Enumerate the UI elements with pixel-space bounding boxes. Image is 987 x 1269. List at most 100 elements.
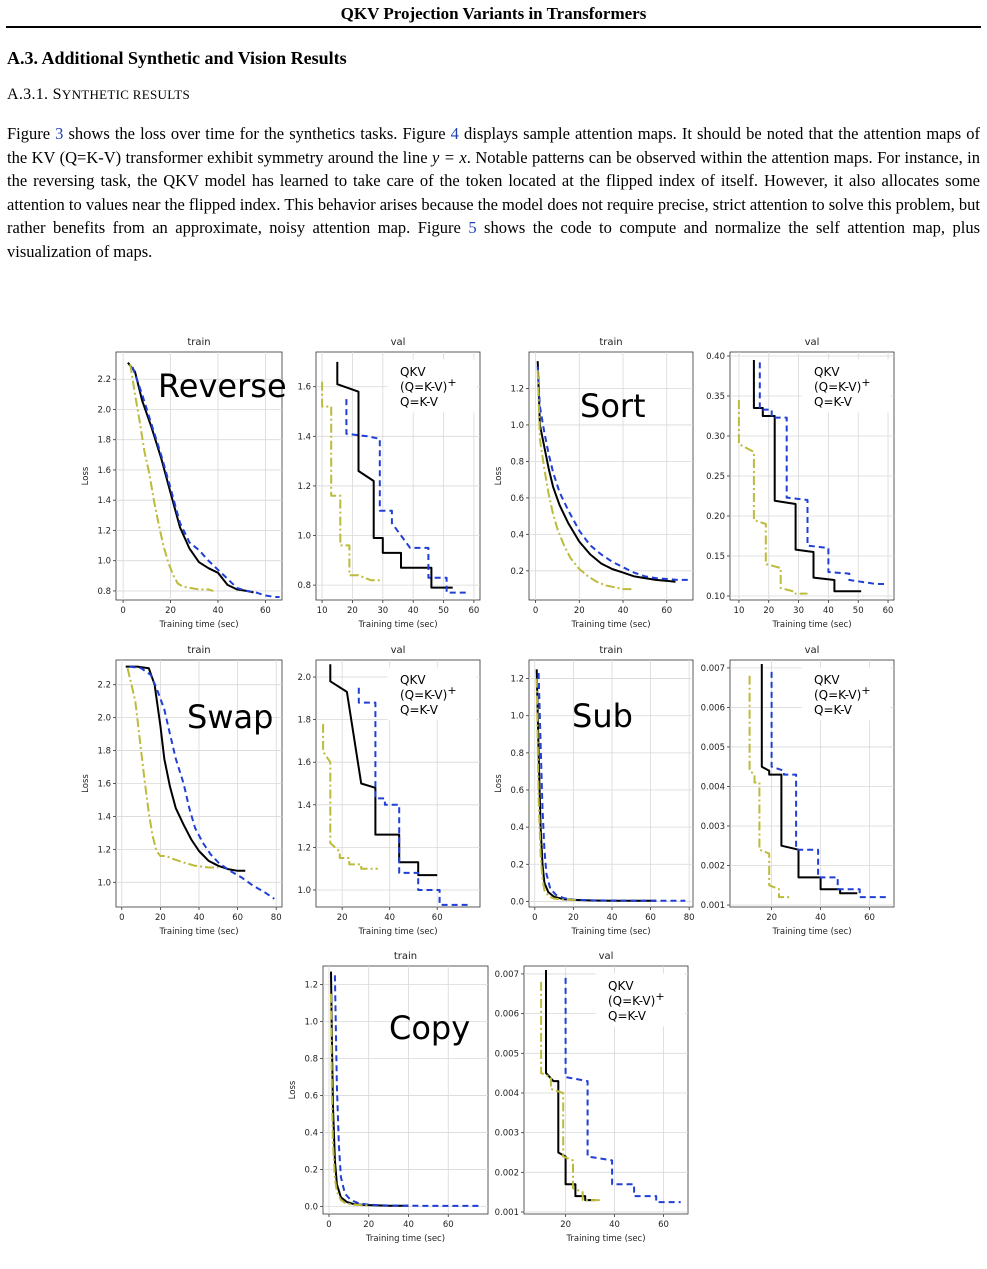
series-line-dashdot bbox=[536, 370, 632, 591]
y-tick-label: 1.2 bbox=[97, 845, 111, 855]
series-line-dashed bbox=[345, 399, 468, 594]
y-tick-label: 0.006 bbox=[495, 1010, 519, 1020]
paragraph-text: Figure bbox=[7, 124, 56, 143]
y-tick-label: 1.8 bbox=[97, 436, 111, 446]
y-tick-label: 0.0 bbox=[304, 1203, 318, 1213]
series-line-dashdot bbox=[540, 981, 603, 1202]
x-tick-label: 40 bbox=[815, 913, 826, 923]
legend: QKV(Q=K-V)+Q=K-V bbox=[801, 667, 891, 721]
subsection-title-rest: YNTHETIC RESULTS bbox=[61, 87, 191, 102]
x-tick-label: 10 bbox=[317, 606, 328, 616]
x-tick-label: 10 bbox=[734, 606, 745, 616]
paragraph-text: shows the loss over time for the synthet… bbox=[63, 124, 451, 143]
x-tick-label: 0 bbox=[326, 1220, 331, 1230]
y-tick-label: 0.15 bbox=[706, 552, 725, 562]
y-tick-label: 2.0 bbox=[297, 673, 311, 683]
series-line-dashdot bbox=[737, 400, 808, 595]
legend-box bbox=[801, 359, 891, 413]
legend: QKV(Q=K-V)+Q=K-V bbox=[595, 973, 685, 1027]
x-tick-label: 30 bbox=[793, 606, 804, 616]
y-tick-label: 1.2 bbox=[297, 482, 311, 492]
chart-sort-val: 10 20 30 40 50 60 0.10 0.15 0.20 0.25 0.30 0.35 0.40… bbox=[706, 337, 895, 630]
x-tick-label: 20 bbox=[347, 606, 358, 616]
plot-frame bbox=[528, 659, 694, 908]
y-tick-label: 0.005 bbox=[701, 743, 725, 753]
x-tick-label: 80 bbox=[684, 913, 695, 923]
legend-box bbox=[387, 667, 477, 721]
x-tick-label: 60 bbox=[432, 913, 443, 923]
series-line-dashdot bbox=[126, 667, 219, 869]
series-line-dashdot bbox=[535, 678, 578, 901]
y-tick-label: 0.004 bbox=[495, 1089, 519, 1099]
y-tick-label: 0.2 bbox=[510, 860, 524, 870]
x-axis-label: Training time (sec) bbox=[357, 620, 437, 630]
x-tick-label: 40 bbox=[607, 913, 618, 923]
y-tick-label: 0.6 bbox=[510, 494, 524, 504]
x-tick-label: 20 bbox=[574, 606, 585, 616]
series-line-solid bbox=[535, 669, 657, 902]
y-tick-label: 0.007 bbox=[701, 664, 725, 674]
y-tick-label: 0.005 bbox=[495, 1049, 519, 1059]
y-tick-label: 1.8 bbox=[297, 716, 311, 726]
legend-box bbox=[801, 667, 891, 721]
y-tick-label: 1.0 bbox=[510, 712, 524, 722]
chart-title: train bbox=[599, 645, 622, 656]
y-tick-label: 0.003 bbox=[495, 1129, 519, 1139]
figure-3-link[interactable]: 3 bbox=[55, 124, 64, 143]
running-header: QKV Projection Variants in Transformers bbox=[340, 4, 647, 23]
body-paragraph: Figure 3 shows the loss over time for th… bbox=[7, 122, 980, 263]
chart-swap-val: 20 40 60 1.0 1.2 1.4 1.6 1.8 2.0 val Training time… bbox=[297, 645, 481, 937]
y-tick-label: 0.002 bbox=[495, 1168, 519, 1178]
x-tick-label: 40 bbox=[823, 606, 834, 616]
series-line-dashdot bbox=[322, 723, 378, 870]
x-tick-label: 0 bbox=[119, 913, 124, 923]
chart-reverse-train: 0 20 40 60 0.8 1.0 1.2 1.4 1.6 1.8 2.0 2.2 train Trai… bbox=[81, 337, 287, 630]
legend-label-kv: (Q=K-V)+ bbox=[400, 684, 457, 702]
chart-title: val bbox=[805, 337, 820, 348]
x-tick-label: 40 bbox=[609, 1220, 620, 1230]
x-tick-label: 60 bbox=[658, 1220, 669, 1230]
x-axis-label: Training time (sec) bbox=[365, 1234, 445, 1244]
y-tick-label: 0.6 bbox=[304, 1092, 318, 1102]
y-tick-label: 0.40 bbox=[706, 352, 725, 362]
plot-frame bbox=[322, 965, 489, 1215]
series-line-dashed bbox=[536, 366, 689, 581]
plot-frame bbox=[528, 351, 694, 601]
x-tick-label: 60 bbox=[232, 913, 243, 923]
y-tick-label: 2.0 bbox=[97, 405, 111, 415]
x-tick-label: 50 bbox=[438, 606, 449, 616]
y-tick-label: 1.4 bbox=[97, 812, 111, 822]
figure-4-link[interactable]: 4 bbox=[450, 124, 459, 143]
legend-label-qkv: QKV bbox=[608, 979, 634, 993]
x-tick-label: 0 bbox=[533, 606, 538, 616]
x-tick-label: 40 bbox=[403, 1220, 414, 1230]
y-tick-label: 1.6 bbox=[97, 780, 111, 790]
chart-title: val bbox=[391, 337, 406, 348]
legend-superscript: + bbox=[447, 376, 456, 389]
x-axis-label: Training time (sec) bbox=[771, 927, 851, 937]
task-label-copy: Copy bbox=[389, 1009, 470, 1047]
y-tick-label: 0.8 bbox=[510, 749, 524, 759]
x-axis-label: Training time (sec) bbox=[357, 927, 437, 937]
chart-title: val bbox=[391, 645, 406, 656]
legend-label-qk: Q=K-V bbox=[400, 395, 439, 409]
x-tick-label: 40 bbox=[384, 913, 395, 923]
series-line-solid bbox=[127, 361, 254, 594]
y-tick-label: 1.6 bbox=[297, 758, 311, 768]
chart-title: train bbox=[187, 337, 210, 348]
section-title: A.3. Additional Synthetic and Vision Res… bbox=[7, 48, 347, 68]
y-tick-label: 0.001 bbox=[701, 901, 725, 911]
y-tick-label: 0.007 bbox=[495, 970, 519, 980]
x-tick-label: 60 bbox=[469, 606, 480, 616]
legend-label-kv: (Q=K-V)+ bbox=[608, 990, 665, 1008]
series-line-dashed bbox=[129, 665, 275, 900]
series-line-solid bbox=[329, 664, 438, 877]
y-tick-label: 1.0 bbox=[97, 557, 111, 567]
y-tick-label: 0.001 bbox=[495, 1208, 519, 1218]
y-tick-label: 0.25 bbox=[706, 472, 725, 482]
legend: QKV(Q=K-V)+Q=K-V bbox=[387, 667, 477, 721]
figure-5-link[interactable]: 5 bbox=[468, 218, 477, 237]
x-axis-label: Training time (sec) bbox=[570, 927, 650, 937]
chart-title: train bbox=[394, 951, 417, 962]
y-tick-label: 0.6 bbox=[510, 786, 524, 796]
